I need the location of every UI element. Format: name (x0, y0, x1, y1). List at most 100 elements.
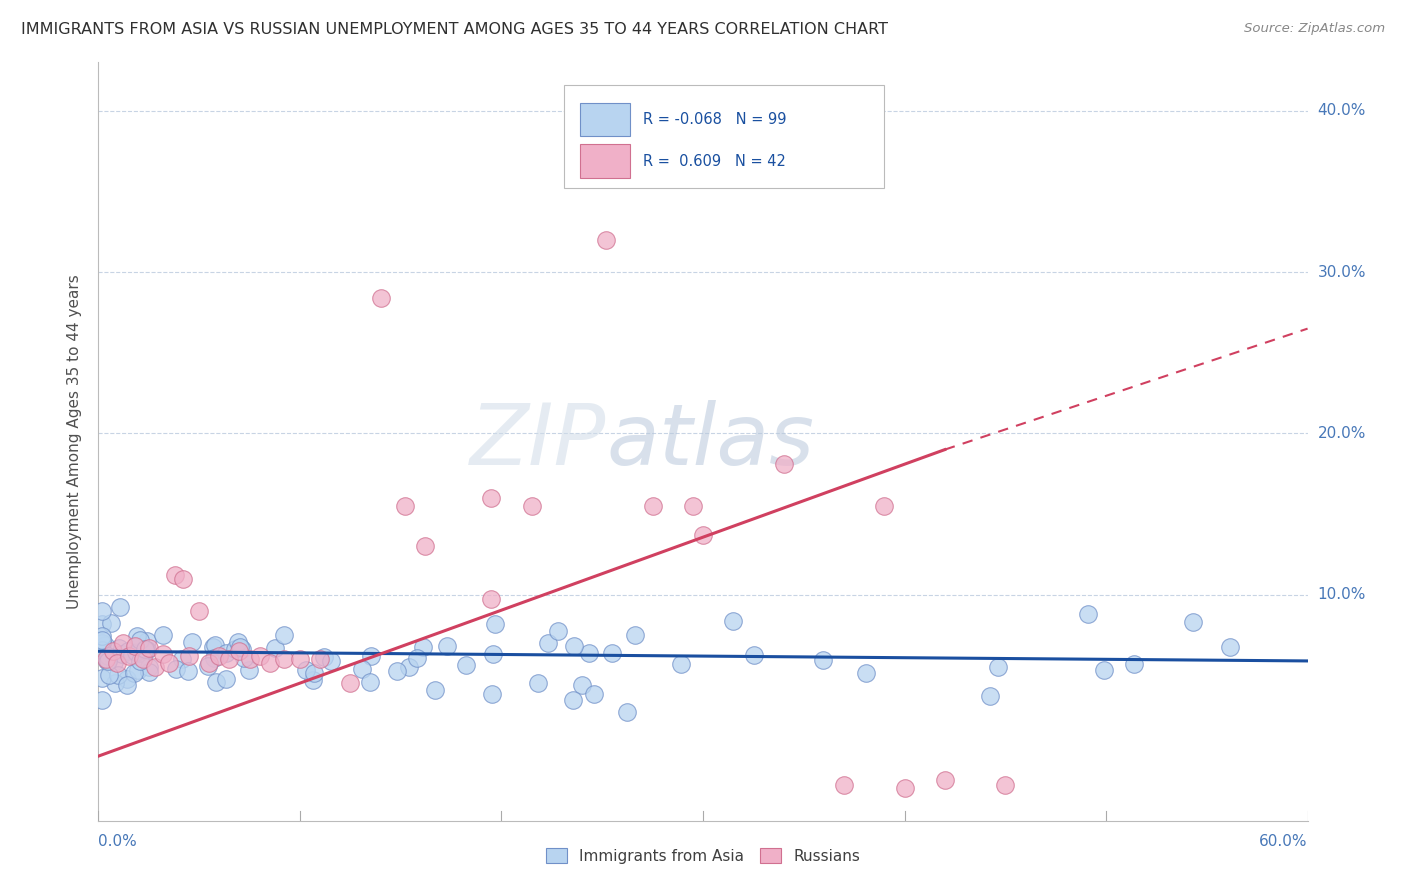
Point (537, 636, 560, 650)
Point (188, 604, 211, 618)
Text: ZIP: ZIP (470, 400, 606, 483)
Point (1092, 663, 1115, 677)
Point (105, 656, 128, 670)
Point (772, 457, 794, 471)
Point (157, 656, 180, 670)
Point (91, 642, 114, 657)
Point (309, 652, 332, 666)
Point (127, 663, 149, 677)
Point (302, 666, 325, 681)
Point (115, 672, 138, 686)
Point (481, 647, 503, 661)
Point (238, 664, 260, 678)
Point (855, 665, 877, 680)
Point (132, 652, 155, 666)
Point (987, 659, 1010, 673)
Text: 10.0%: 10.0% (1317, 587, 1367, 602)
Point (177, 664, 200, 678)
Point (742, 648, 765, 663)
Point (571, 678, 593, 692)
Point (682, 499, 704, 513)
Point (165, 662, 187, 676)
Text: R = -0.068   N = 99: R = -0.068 N = 99 (643, 112, 786, 127)
Point (228, 634, 250, 648)
Point (134, 642, 156, 657)
Point (692, 528, 714, 542)
Point (170, 652, 193, 666)
Point (264, 640, 287, 655)
Point (121, 648, 143, 663)
Point (520, 499, 543, 513)
Point (616, 705, 638, 719)
Point (138, 665, 160, 680)
Point (229, 640, 252, 654)
Point (370, 291, 392, 305)
Point (181, 634, 204, 648)
Point (204, 638, 226, 652)
Point (350, 662, 373, 676)
Point (259, 656, 281, 670)
Point (115, 678, 138, 692)
Point (208, 649, 231, 664)
Point (91, 632, 114, 647)
Point (118, 649, 141, 664)
Point (111, 648, 134, 662)
Point (339, 676, 361, 690)
Point (100, 616, 122, 631)
Point (231, 642, 253, 657)
Point (172, 572, 194, 586)
Point (273, 628, 295, 642)
Point (129, 633, 152, 648)
Point (152, 648, 174, 662)
Point (152, 628, 174, 642)
Point (97, 652, 120, 666)
Point (583, 688, 606, 702)
Point (562, 693, 585, 707)
Point (481, 687, 503, 701)
Point (312, 649, 335, 664)
Point (91, 629, 114, 643)
Point (91, 636, 114, 650)
Point (249, 649, 271, 664)
Point (412, 640, 434, 655)
Point (1123, 657, 1146, 671)
Point (179, 649, 201, 664)
Point (454, 657, 477, 672)
Point (228, 644, 250, 658)
Point (143, 660, 166, 674)
Point (394, 499, 416, 513)
Point (117, 644, 139, 658)
Point (91, 617, 114, 632)
Point (127, 647, 149, 661)
Text: atlas: atlas (606, 400, 814, 483)
Point (198, 656, 221, 670)
Point (125, 629, 148, 643)
Point (202, 651, 225, 665)
Point (562, 639, 585, 653)
Text: Source: ZipAtlas.com: Source: ZipAtlas.com (1244, 22, 1385, 36)
Text: 60.0%: 60.0% (1260, 833, 1308, 848)
FancyBboxPatch shape (579, 103, 630, 136)
Point (91, 604, 114, 618)
Point (111, 636, 134, 650)
Point (641, 499, 664, 513)
Point (321, 654, 343, 668)
Point (301, 673, 323, 687)
Point (481, 591, 503, 606)
Point (721, 614, 744, 628)
Point (91, 693, 114, 707)
Point (94, 638, 117, 652)
Point (101, 644, 124, 658)
Point (1219, 640, 1241, 654)
Point (484, 617, 506, 632)
Text: 40.0%: 40.0% (1317, 103, 1367, 119)
Text: 20.0%: 20.0% (1317, 426, 1367, 441)
Text: R =  0.609   N = 42: R = 0.609 N = 42 (643, 153, 786, 169)
Point (1181, 615, 1204, 629)
Legend: Immigrants from Asia, Russians: Immigrants from Asia, Russians (540, 842, 866, 870)
Point (215, 672, 238, 686)
Point (893, 781, 915, 796)
Text: IMMIGRANTS FROM ASIA VS RUSSIAN UNEMPLOYMENT AMONG AGES 35 TO 44 YEARS CORRELATI: IMMIGRANTS FROM ASIA VS RUSSIAN UNEMPLOY… (21, 22, 889, 37)
Point (295, 663, 318, 677)
Point (91, 671, 114, 685)
